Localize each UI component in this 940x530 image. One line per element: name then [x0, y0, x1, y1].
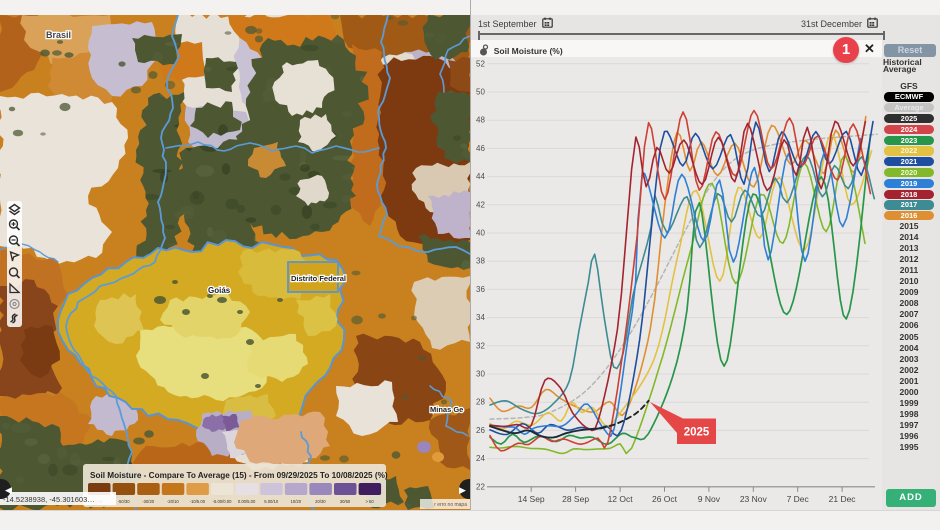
svg-text:9 Nov: 9 Nov	[698, 494, 721, 504]
svg-text:30: 30	[476, 370, 485, 379]
svg-text:r erro no mapa: r erro no mapa	[434, 502, 467, 508]
svg-text:2025: 2025	[684, 427, 710, 439]
svg-text:▶: ▶	[459, 485, 466, 495]
svg-text:40: 40	[476, 229, 485, 238]
svg-text:44: 44	[476, 172, 485, 181]
svg-text:-20/10: -20/10	[167, 499, 180, 504]
svg-text:30/50: 30/50	[340, 499, 351, 504]
svg-text:32: 32	[476, 341, 485, 350]
svg-text:-50/30: -50/30	[118, 499, 131, 504]
svg-text:7 Dec: 7 Dec	[787, 494, 810, 504]
svg-text:Brasil: Brasil	[46, 30, 71, 40]
svg-text:22: 22	[476, 482, 485, 491]
svg-text:50: 50	[476, 88, 485, 97]
svg-text:28: 28	[476, 398, 485, 407]
svg-text:Distrito Federal: Distrito Federal	[291, 274, 346, 283]
svg-text:14 Sep: 14 Sep	[518, 494, 545, 504]
svg-text:12 Oct: 12 Oct	[608, 494, 634, 504]
svg-text:38: 38	[476, 257, 485, 266]
svg-text:42: 42	[476, 200, 485, 209]
svg-text:24: 24	[476, 454, 485, 463]
svg-text:52: 52	[476, 59, 485, 68]
svg-text:10/20: 10/20	[291, 499, 302, 504]
svg-text:5.00/10: 5.00/10	[264, 499, 279, 504]
svg-text:20/30: 20/30	[315, 499, 326, 504]
svg-text:26: 26	[476, 426, 485, 435]
svg-text:36: 36	[476, 285, 485, 294]
svg-text:Soil Moisture - Compare To Ave: Soil Moisture - Compare To Average (15) …	[90, 471, 388, 480]
svg-text:48: 48	[476, 116, 485, 125]
svg-text:23 Nov: 23 Nov	[740, 494, 768, 504]
svg-text:46: 46	[476, 144, 485, 153]
svg-text:-30/20: -30/20	[142, 499, 155, 504]
svg-text:34: 34	[476, 313, 485, 322]
svg-text:28 Sep: 28 Sep	[562, 494, 589, 504]
svg-text:-10/5.00: -10/5.00	[190, 499, 206, 504]
svg-text:> 50: > 50	[365, 499, 374, 504]
svg-text:21 Dec: 21 Dec	[829, 494, 857, 504]
svg-text:-14.5238938, -45.301603…: -14.5238938, -45.301603…	[3, 495, 95, 504]
svg-text:Minas Ge: Minas Ge	[430, 405, 463, 414]
svg-text:-5.00/0.00: -5.00/0.00	[213, 499, 233, 504]
svg-text:0.00/5.00: 0.00/5.00	[238, 499, 256, 504]
svg-text:26 Oct: 26 Oct	[652, 494, 678, 504]
svg-text:◀: ◀	[5, 485, 12, 495]
svg-text:Goiás: Goiás	[208, 286, 231, 295]
